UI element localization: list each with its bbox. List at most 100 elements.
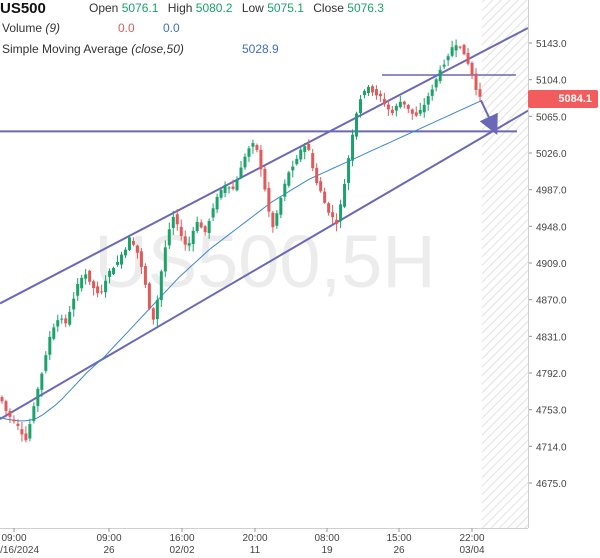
candle-body (231, 186, 235, 189)
candle-body (319, 181, 323, 192)
candle-body (275, 213, 279, 226)
candle-body (271, 212, 275, 228)
candle-body (291, 166, 295, 171)
volume-value-1: 0.0 (118, 21, 135, 35)
sma-value: 5028.9 (242, 42, 279, 56)
volume-value-2: 0.0 (163, 21, 180, 35)
candle-body (48, 336, 52, 355)
candle-body (127, 237, 131, 251)
candle-body (88, 270, 92, 282)
candle-body (406, 105, 410, 109)
candle-body (179, 226, 183, 236)
candle-body (343, 183, 347, 207)
x-tick-date: 26 (103, 545, 115, 556)
candle-body (135, 245, 139, 253)
candle-body (414, 112, 418, 116)
y-tick-label: 4753.0 (536, 406, 567, 417)
candle-body (223, 185, 227, 193)
candle-body (116, 261, 120, 265)
x-tick-date: 02/02 (169, 545, 194, 556)
y-tick-label: 4870.0 (536, 296, 567, 307)
candle-body (203, 226, 207, 233)
sma-legend: Simple Moving Average (close,50) (2, 42, 184, 56)
candle-body (351, 134, 355, 161)
y-tick-label: 4987.0 (536, 186, 567, 197)
y-tick-label: 4675.0 (536, 479, 567, 490)
candle-body (0, 397, 4, 402)
candle-body (462, 44, 466, 55)
candle-body (143, 265, 147, 285)
open-value: 5076.1 (121, 1, 159, 15)
y-tick-label: 4909.0 (536, 259, 567, 270)
ohlc-values: Open 5076.1 High 5080.2 Low 5075.1 Close… (89, 1, 384, 15)
candle-body (438, 69, 442, 82)
candle-body (347, 158, 351, 183)
sma-param: (close,50) (131, 42, 184, 56)
candle-body (227, 187, 231, 189)
candle-body (72, 298, 76, 310)
x-tick-time: 22:00 (459, 533, 484, 544)
close-value: 5076.3 (347, 1, 384, 15)
candle-body (279, 197, 283, 215)
candle-body (366, 86, 370, 93)
candle-body (219, 190, 223, 198)
x-tick-date: 19 (321, 545, 333, 556)
chart-legend-ohlc: US500 (0, 0, 46, 17)
candle-body (458, 46, 462, 48)
candle-body (32, 406, 36, 422)
candle-body (382, 98, 386, 105)
y-tick-label: 4948.0 (536, 222, 567, 233)
candle-body (299, 149, 303, 160)
candle-body (386, 104, 390, 110)
candle-body (24, 433, 28, 441)
x-tick-time: 20:00 (242, 533, 267, 544)
candle-body (446, 56, 450, 61)
candle-body (167, 229, 171, 246)
x-tick-time: 09:00 (96, 533, 121, 544)
sma-line (0, 99, 483, 422)
candle-body (255, 145, 259, 150)
candle-body (450, 47, 454, 56)
candle-body (147, 283, 151, 309)
projection-arrow[interactable] (479, 100, 498, 136)
candle-body (131, 240, 135, 245)
candle-body (243, 156, 247, 168)
candle-body (183, 236, 187, 245)
close-label: Close (313, 1, 344, 15)
y-tick-label: 5104.0 (536, 76, 567, 87)
candle-body (96, 286, 100, 294)
x-tick-date: 03/04 (459, 545, 484, 556)
candle-body (199, 222, 203, 228)
candle-body (104, 280, 108, 293)
x-tick-time: 15:00 (386, 533, 411, 544)
candle-body (215, 196, 219, 210)
candle-body (151, 308, 155, 320)
x-tick-date: 01/16/2024 (0, 545, 39, 556)
candle-body (474, 73, 478, 90)
candle-body (235, 179, 239, 191)
candle-body (402, 101, 406, 105)
candle-body (355, 113, 359, 137)
candle-body (454, 45, 458, 51)
candle-body (374, 89, 378, 96)
channel-lower-line[interactable] (0, 109, 529, 420)
low-label: Low (241, 1, 264, 15)
volume-label: Volume (2, 21, 43, 35)
candle-body (44, 355, 48, 371)
volume-param: (9) (45, 21, 61, 35)
candle-body (470, 62, 474, 75)
candle-body (362, 90, 366, 96)
candle-body (323, 191, 327, 203)
candle-body (315, 167, 319, 184)
candle-body (422, 104, 426, 113)
candle-body (36, 388, 40, 406)
y-tick-label: 4792.0 (536, 369, 567, 380)
candle-body (466, 52, 470, 64)
future-hatch-area (482, 0, 528, 528)
volume-legend: Volume (9) (2, 21, 60, 35)
candle-body (163, 247, 167, 272)
candle-body (398, 101, 402, 108)
candle-body (84, 274, 88, 279)
y-tick-label: 5026.0 (536, 149, 567, 160)
